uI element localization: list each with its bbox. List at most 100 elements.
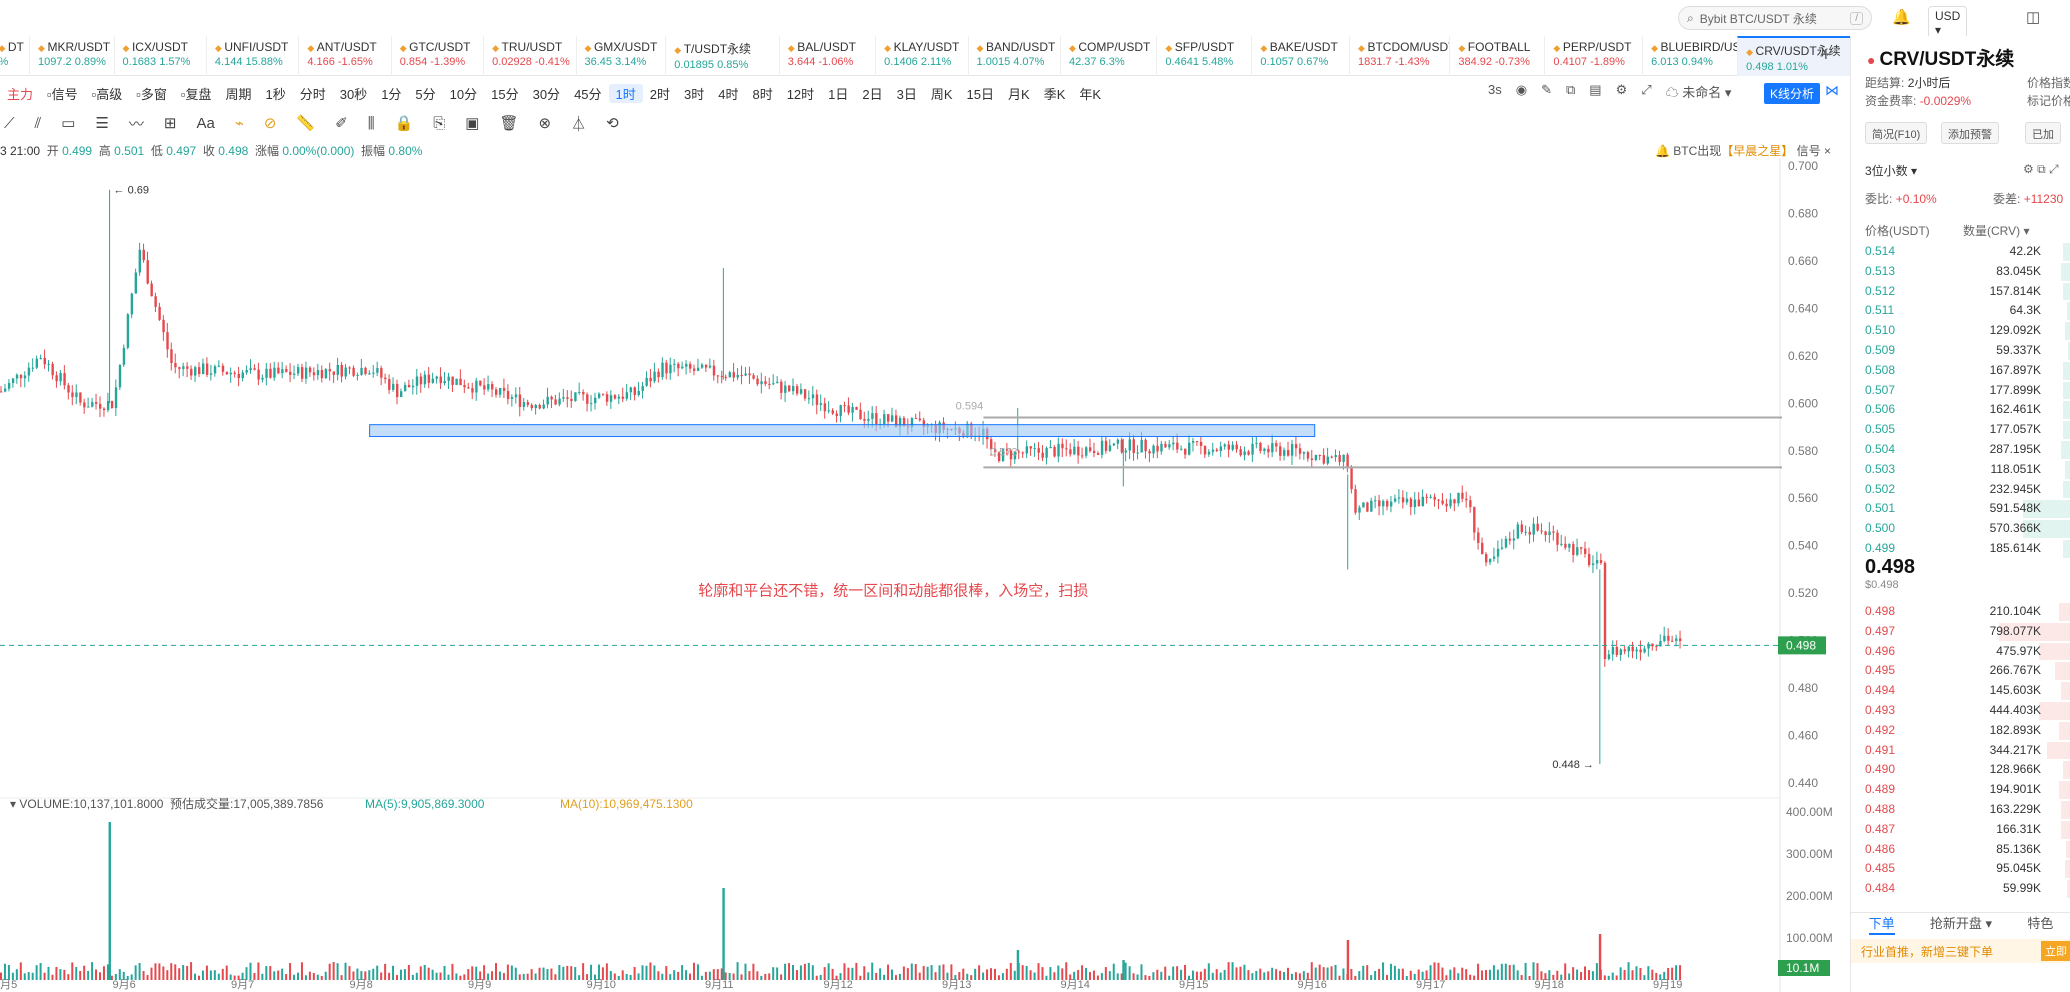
tab-new-listing[interactable]: 抢新开盘 ▾ bbox=[1929, 916, 1993, 931]
orderbook-row[interactable]: 0.502 232.945K bbox=[1851, 480, 2070, 500]
orderbook-row[interactable]: 0.512 157.814K bbox=[1851, 282, 2070, 302]
orderbook-row[interactable]: 0.500 570.366K bbox=[1851, 519, 2070, 539]
period-option[interactable]: 15日 bbox=[966, 86, 995, 102]
candle-icon[interactable]: ⫼ bbox=[367, 114, 375, 132]
ticker-tab[interactable]: BAL/USDT 3.644 -1.06% bbox=[778, 36, 875, 76]
magnet-strong-icon[interactable]: ⊘ bbox=[263, 115, 277, 132]
measure-tool-icon[interactable]: ⊞ bbox=[163, 115, 177, 132]
toolbar-replay-icon[interactable]: ▫复盘 bbox=[180, 86, 212, 102]
tab-featured[interactable]: 特色 bbox=[2027, 916, 2054, 931]
copy-icon[interactable]: ⎘ bbox=[433, 114, 446, 132]
trash-icon[interactable]: 🗑 bbox=[499, 115, 519, 132]
add-alert-button[interactable]: 添加预警 bbox=[1941, 122, 1999, 144]
orderbook-row[interactable]: 0.507 177.899K bbox=[1851, 381, 2070, 401]
period-option[interactable]: 10分 bbox=[449, 86, 478, 102]
period-option[interactable]: 30分 bbox=[532, 86, 561, 102]
orderbook-row[interactable]: 0.509 59.337K bbox=[1851, 341, 2070, 361]
ticker-tab[interactable]: TRU/USDT 0.02928 -0.41% bbox=[483, 36, 575, 76]
profile-button[interactable]: 简况(F10) bbox=[1865, 122, 1928, 144]
book-settings-icon[interactable]: ⚙ ⧉ ⤢ bbox=[2023, 162, 2059, 176]
orderbook-row[interactable]: 0.510 129.092K bbox=[1851, 321, 2070, 341]
toolbar-multi-window-icon[interactable]: ▫多窗 bbox=[136, 86, 167, 102]
promo-banner[interactable]: 行业首推，新增三键下单 立即 bbox=[1851, 939, 2070, 963]
period-option[interactable]: 3日 bbox=[896, 86, 917, 102]
magnet-icon[interactable]: ⌁ bbox=[234, 115, 244, 132]
bell-icon[interactable]: 🔔 bbox=[1892, 9, 1911, 26]
currency-select[interactable]: USD ▾ bbox=[1928, 6, 1968, 40]
signal-notice[interactable]: 🔔 BTC出现【早晨之星】 信号 × bbox=[1655, 144, 1832, 158]
sync-icon[interactable]: ⟲ bbox=[606, 115, 619, 132]
hide-icon[interactable]: ⊗ bbox=[538, 115, 552, 132]
search-box[interactable]: ⌕ Bybit BTC/USDT 永续 / bbox=[1678, 6, 1872, 30]
text-tool-icon[interactable]: Aa bbox=[196, 114, 215, 132]
ticker-tab[interactable]: BAKE/USDT 0.1057 0.67% bbox=[1251, 36, 1349, 76]
camera-icon[interactable]: ◉ bbox=[1515, 82, 1528, 97]
popout-icon[interactable]: ⧉ bbox=[1565, 82, 1576, 97]
orderbook-row[interactable]: 0.514 42.2K bbox=[1851, 242, 2070, 262]
orderbook-row[interactable]: 0.490 128.966K bbox=[1851, 760, 2070, 780]
orderbook-row[interactable]: 0.499 185.614K bbox=[1851, 539, 2070, 559]
ticker-tab[interactable]: T/USDT永续 0.01895 0.85% bbox=[665, 36, 779, 76]
orderbook-row[interactable]: 0.497 798.077K bbox=[1851, 622, 2070, 642]
added-button[interactable]: 已加 bbox=[2025, 122, 2061, 144]
ticker-tab[interactable]: BAND/USDT 1.0015 4.07% bbox=[967, 36, 1060, 76]
orderbook-row[interactable]: 0.498 210.104K bbox=[1851, 602, 2070, 622]
share-icon[interactable]: ⋈ bbox=[1825, 82, 1839, 98]
ticker-tab[interactable]: FOOTBALL 384.92 -0.73% bbox=[1449, 36, 1544, 76]
period-option[interactable]: 1分 bbox=[381, 86, 402, 102]
orderbook-row[interactable]: 0.508 167.897K bbox=[1851, 361, 2070, 381]
period-option[interactable]: 1时 bbox=[608, 83, 643, 103]
decimals-select[interactable]: 3位小数 ▾ bbox=[1865, 164, 1918, 178]
toolbar-advanced-icon[interactable]: ▫高级 bbox=[91, 86, 123, 102]
refresh-interval[interactable]: 3s bbox=[1488, 82, 1502, 97]
period-option[interactable]: 12时 bbox=[786, 86, 815, 102]
period-option[interactable]: 2时 bbox=[649, 86, 670, 102]
lock-icon[interactable]: 🔒 bbox=[394, 115, 414, 132]
qty-col-header[interactable]: 数量(CRV) ▾ bbox=[1963, 224, 2030, 238]
orderbook-row[interactable]: 0.486 85.136K bbox=[1851, 840, 2070, 860]
ruler-icon[interactable]: 📏 bbox=[296, 115, 316, 132]
period-option[interactable]: 8时 bbox=[752, 86, 773, 102]
ticker-tab[interactable]: ANT/USDT 4.166 -1.65% bbox=[298, 36, 390, 76]
period-option[interactable]: 30秒 bbox=[339, 86, 368, 102]
line-tool-icon[interactable]: ⟋ bbox=[4, 114, 15, 132]
ticker-tab[interactable]: PERP/USDT 0.4107 -1.89% bbox=[1544, 36, 1642, 76]
ticker-tab[interactable]: DT % bbox=[0, 36, 29, 76]
ticker-tab[interactable]: KLAY/USDT 0.1406 2.11% bbox=[875, 36, 967, 76]
pen-icon[interactable]: ✎ bbox=[1541, 82, 1552, 97]
promo-button[interactable]: 立即 bbox=[2041, 941, 2070, 961]
fullscreen-icon[interactable]: ⤢ bbox=[1641, 82, 1652, 97]
orderbook-row[interactable]: 0.489 194.901K bbox=[1851, 780, 2070, 800]
orderbook-row[interactable]: 0.513 83.045K bbox=[1851, 262, 2070, 282]
orderbook-row[interactable]: 0.503 118.051K bbox=[1851, 460, 2070, 480]
ticker-tab[interactable]: UNFI/USDT 4.144 15.88% bbox=[205, 36, 298, 76]
save-icon[interactable]: ▤ bbox=[1589, 82, 1602, 97]
toolbar-signal-icon[interactable]: ▫信号 bbox=[47, 86, 78, 102]
ticker-tab[interactable]: GTC/USDT 0.854 -1.39% bbox=[390, 36, 483, 76]
period-option[interactable]: 4时 bbox=[718, 86, 739, 102]
rect-tool-icon[interactable]: ▭ bbox=[61, 115, 76, 132]
orderbook-row[interactable]: 0.484 59.99K bbox=[1851, 879, 2070, 899]
period-option[interactable]: 周K bbox=[930, 86, 953, 102]
period-option[interactable]: 1秒 bbox=[265, 86, 286, 102]
ticker-tab[interactable]: COMP/USDT 42.37 6.3% bbox=[1059, 36, 1156, 76]
ticker-tab[interactable]: BTCDOM/USDT 1831.7 -1.43% bbox=[1349, 36, 1449, 76]
ticker-tab[interactable]: BLUEBIRD/USDT 6.013 0.94% bbox=[1642, 36, 1737, 76]
settings-icon[interactable]: ⚙ bbox=[1615, 82, 1628, 97]
add-tab-icon[interactable]: + bbox=[1820, 44, 1832, 66]
orderbook-row[interactable]: 0.501 591.548K bbox=[1851, 499, 2070, 519]
orderbook-row[interactable]: 0.485 95.045K bbox=[1851, 859, 2070, 879]
ticker-tab[interactable]: MKR/USDT 1097.2 0.89% bbox=[29, 36, 113, 76]
ticker-tab[interactable]: ICX/USDT 0.1683 1.57% bbox=[113, 36, 206, 76]
kline-analysis-button[interactable]: K线分析 bbox=[1764, 83, 1821, 104]
channel-tool-icon[interactable]: ⫽ bbox=[34, 114, 42, 132]
ticker-tab[interactable]: GMX/USDT 36.45 3.14% bbox=[575, 36, 666, 76]
period-option[interactable]: 分时 bbox=[299, 86, 326, 102]
period-option[interactable]: 5分 bbox=[415, 86, 436, 102]
orderbook-row[interactable]: 0.506 162.461K bbox=[1851, 400, 2070, 420]
orderbook-row[interactable]: 0.505 177.057K bbox=[1851, 420, 2070, 440]
period-option[interactable]: 季K bbox=[1043, 86, 1066, 102]
orderbook-row[interactable]: 0.488 163.229K bbox=[1851, 800, 2070, 820]
orderbook-row[interactable]: 0.487 166.31K bbox=[1851, 820, 2070, 840]
orderbook-row[interactable]: 0.493 444.403K bbox=[1851, 701, 2070, 721]
